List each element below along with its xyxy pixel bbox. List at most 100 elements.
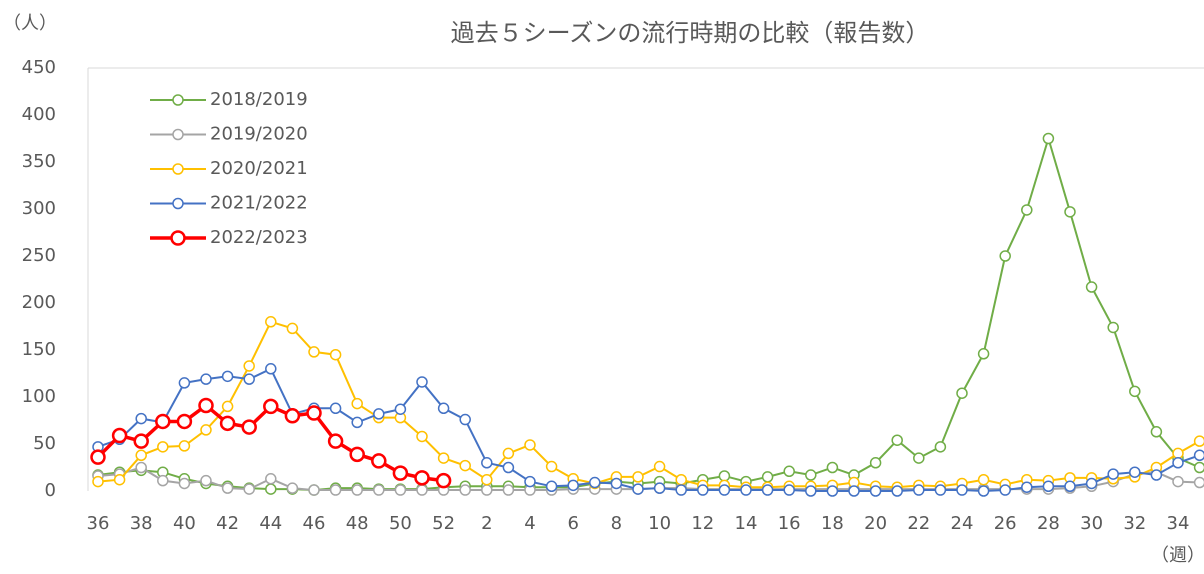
data-point xyxy=(1064,480,1076,493)
data-point xyxy=(155,413,171,430)
legend-label: 2021/2022 xyxy=(210,193,308,214)
data-point xyxy=(481,457,493,469)
data-point xyxy=(329,402,342,415)
data-point xyxy=(718,470,731,482)
data-point xyxy=(351,484,363,496)
data-point xyxy=(1172,457,1184,469)
data-point xyxy=(977,485,990,497)
data-point xyxy=(1150,426,1163,438)
x-tick-label: 52 xyxy=(432,513,455,534)
y-tick-label: 150 xyxy=(22,339,56,360)
data-point xyxy=(178,440,191,452)
legend-marker xyxy=(172,197,184,210)
data-point xyxy=(263,398,279,415)
data-point xyxy=(502,461,515,474)
x-tick-label: 50 xyxy=(389,513,412,534)
data-point xyxy=(783,465,795,478)
data-point xyxy=(1150,469,1163,481)
data-point xyxy=(1172,475,1184,488)
data-point xyxy=(284,408,301,424)
data-point xyxy=(697,484,709,496)
data-point xyxy=(416,376,428,388)
data-point xyxy=(265,363,277,375)
chart-title: 過去５シーズンの流行時期の比較（報告数） xyxy=(451,19,930,47)
data-point xyxy=(459,413,471,426)
legend-label: 2019/2020 xyxy=(210,124,308,145)
x-tick-label: 40 xyxy=(173,513,196,534)
data-point xyxy=(977,473,990,486)
data-point xyxy=(718,484,731,496)
x-tick-label: 12 xyxy=(691,513,714,534)
data-point xyxy=(265,483,277,495)
data-point xyxy=(351,416,363,429)
data-point xyxy=(394,403,407,415)
series-line xyxy=(97,320,1201,489)
data-point xyxy=(1129,385,1141,398)
data-point xyxy=(437,452,450,464)
data-point xyxy=(653,482,666,494)
data-point xyxy=(675,484,687,496)
data-point xyxy=(1042,132,1055,145)
data-point xyxy=(1129,466,1141,478)
data-point xyxy=(913,484,925,496)
data-point xyxy=(392,465,409,481)
data-point xyxy=(243,373,255,385)
y-tick-label: 300 xyxy=(22,198,56,219)
x-tick-label: 22 xyxy=(907,513,930,534)
data-point xyxy=(178,377,191,389)
data-point xyxy=(675,473,687,486)
data-point xyxy=(243,360,255,372)
data-point xyxy=(740,484,752,496)
x-tick-label: 10 xyxy=(648,513,671,534)
data-point xyxy=(435,472,452,489)
data-point xyxy=(416,430,428,443)
data-point xyxy=(761,471,774,483)
data-point xyxy=(221,400,234,413)
data-point xyxy=(999,484,1011,496)
data-point xyxy=(783,484,795,496)
x-tick-label: 6 xyxy=(567,513,578,534)
data-point xyxy=(934,484,947,496)
y-tick-label: 50 xyxy=(33,433,56,454)
legend-marker xyxy=(172,94,184,106)
data-point xyxy=(999,250,1011,262)
data-point xyxy=(327,433,344,449)
data-point xyxy=(265,316,277,328)
data-point xyxy=(349,446,365,463)
data-point xyxy=(545,480,558,493)
data-point xyxy=(913,452,925,464)
data-point xyxy=(502,447,515,460)
data-point xyxy=(1172,447,1184,460)
x-tick-label: 38 xyxy=(130,513,153,534)
data-point xyxy=(567,479,579,492)
data-point xyxy=(805,469,817,481)
data-point xyxy=(437,402,450,415)
data-point xyxy=(111,427,128,444)
x-tick-label: 44 xyxy=(259,513,282,534)
data-point xyxy=(113,473,126,486)
data-point xyxy=(826,461,839,474)
data-point xyxy=(848,485,860,497)
data-point xyxy=(90,449,106,465)
x-tick-label: 20 xyxy=(864,513,887,534)
data-point xyxy=(1193,435,1204,447)
data-point xyxy=(308,346,320,358)
data-point xyxy=(286,322,299,335)
data-point xyxy=(761,484,774,496)
data-point xyxy=(869,457,882,469)
y-tick-label: 100 xyxy=(22,386,56,407)
data-point xyxy=(219,415,236,432)
data-point xyxy=(632,483,644,495)
data-point xyxy=(243,483,255,495)
data-point xyxy=(135,461,147,474)
data-point xyxy=(416,484,428,496)
x-tick-label: 46 xyxy=(303,513,326,534)
data-point xyxy=(241,419,257,435)
data-point xyxy=(1064,206,1076,218)
data-point xyxy=(351,397,363,410)
data-point xyxy=(1085,281,1098,293)
data-point xyxy=(610,477,623,490)
data-point xyxy=(135,412,147,425)
x-tick-label: 2 xyxy=(481,513,492,534)
